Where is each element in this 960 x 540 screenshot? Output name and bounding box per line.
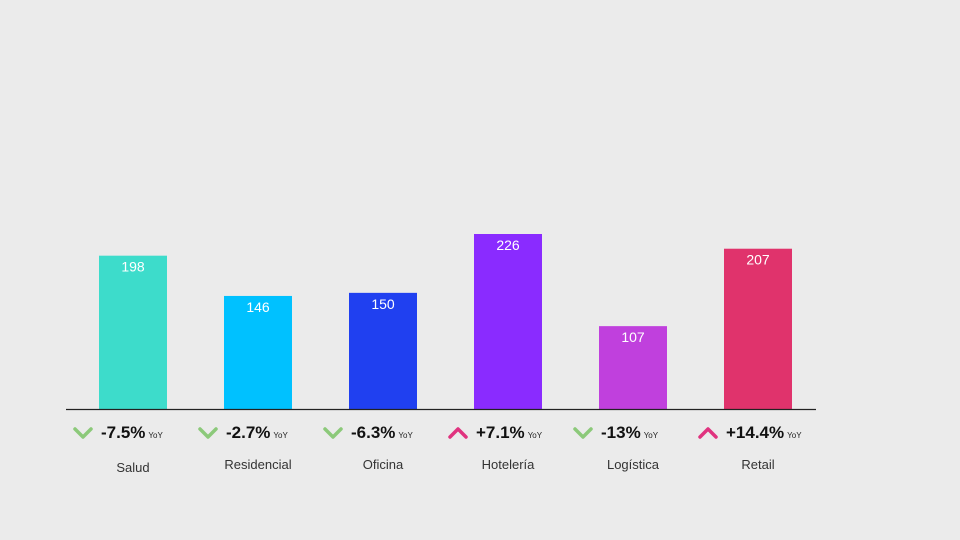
bar-0 [99,255,167,409]
yoy-change-label: +7.1% YoY [476,423,543,442]
yoy-change-label: -6.3% YoY [351,423,413,442]
category-label: Logística [607,457,660,472]
yoy-value: -2.7% [226,423,270,442]
category-label: Hotelería [482,457,536,472]
yoy-unit: YoY [398,431,413,440]
category-label: Oficina [363,457,404,472]
yoy-change-label: -7.5% YoY [101,423,163,442]
chevron-down-icon [573,427,593,439]
bars-group [99,234,792,409]
yoy-change-label: -13% YoY [601,423,659,442]
bar-2 [349,292,417,409]
bar-3 [474,234,542,409]
bar-value-label: 107 [621,329,645,345]
yoy-value: +14.4% [726,423,784,442]
category-label: Retail [741,457,774,472]
yoy-value: -13% [601,423,641,442]
yoy-value: -6.3% [351,423,395,442]
chevron-up-icon [448,427,468,439]
category-label: Salud [116,460,149,475]
bar-value-label: 226 [496,237,520,253]
chevron-up-icon [698,427,718,439]
bar-4 [599,326,667,409]
chevron-down-icon [73,427,93,439]
yoy-change-label: +14.4% YoY [726,423,802,442]
category-label: Residencial [224,457,291,472]
bar-value-label: 207 [746,252,770,268]
yoy-unit: YoY [644,431,659,440]
yoy-value: +7.1% [476,423,525,442]
yoy-unit: YoY [148,431,163,440]
yoy-unit: YoY [528,431,543,440]
bar-5 [724,248,792,409]
yoy-unit: YoY [787,431,802,440]
bar-1 [224,295,292,409]
yoy-value: -7.5% [101,423,145,442]
yoy-change-label: -2.7% YoY [226,423,288,442]
bar-value-label: 146 [246,299,270,315]
yoy-unit: YoY [273,431,288,440]
chevron-down-icon [198,427,218,439]
bar-value-label: 198 [121,259,145,275]
chevron-down-icon [323,427,343,439]
bar-value-label: 150 [371,296,395,312]
